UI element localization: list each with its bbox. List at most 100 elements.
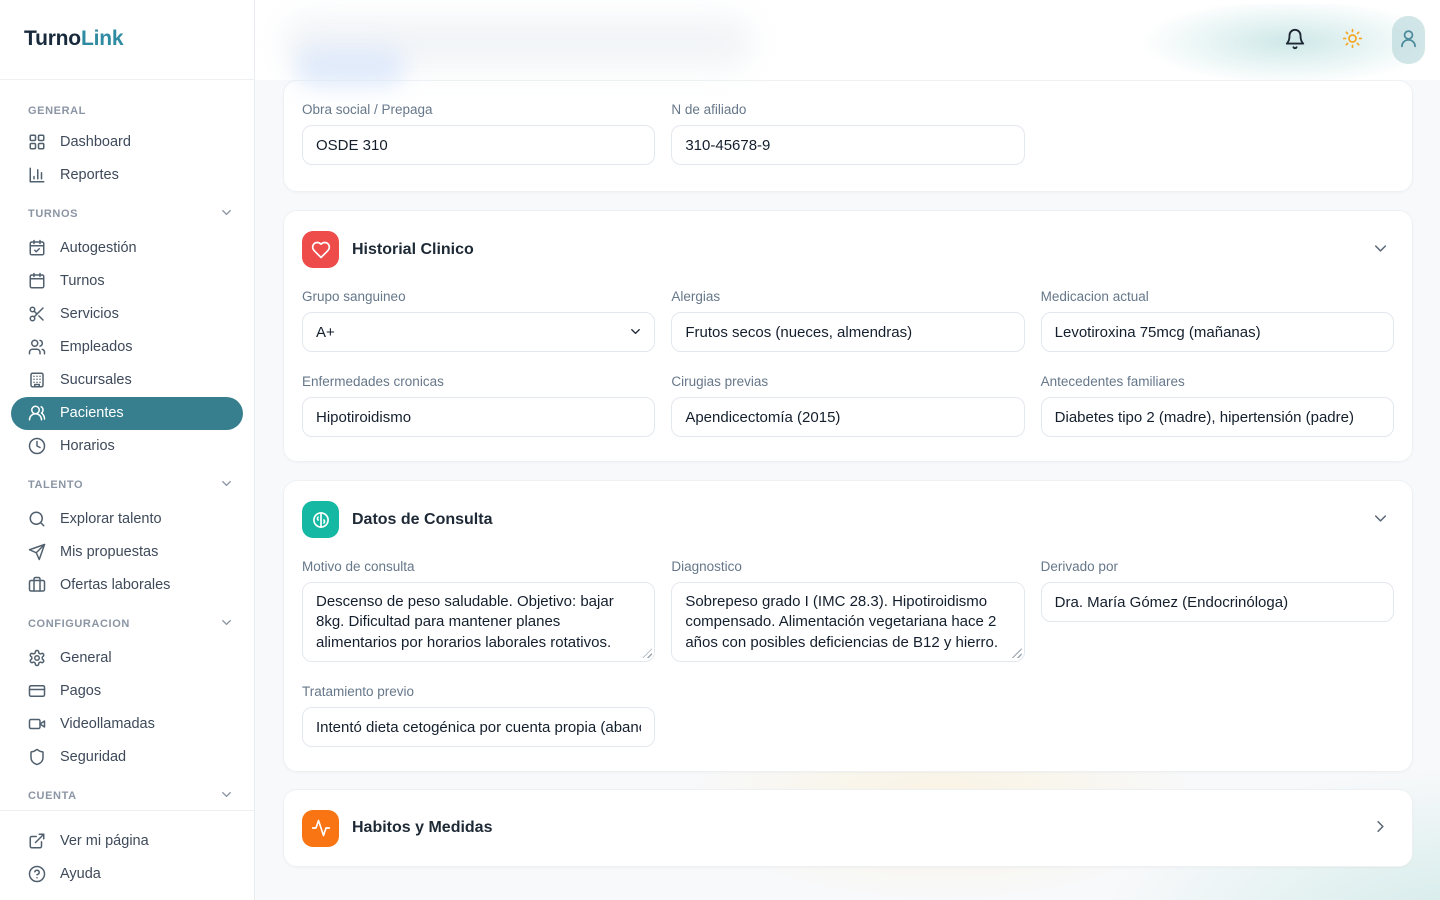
sidebar-item-sucursales[interactable]: Sucursales [11, 364, 243, 397]
building-icon [28, 371, 46, 389]
gear-icon [28, 649, 46, 667]
sidebar-nav: GENERAL Dashboard Reportes TURNOS Autoge… [0, 80, 254, 810]
chevron-down-icon [219, 205, 234, 223]
chevron-down-icon [1371, 239, 1390, 261]
chevron-right-icon [1371, 817, 1390, 839]
sidebar-item-videollamadas[interactable]: Videollamadas [11, 708, 243, 741]
chevron-down-icon [219, 787, 234, 805]
datos-consulta-card: Datos de Consulta Motivo de consulta Des… [283, 480, 1413, 772]
profile-button[interactable] [1392, 16, 1425, 64]
sidebar-item-autogestion[interactable]: Autogestión [11, 232, 243, 265]
main-area: Obra social / Prepaga N de afiliado Hist… [255, 0, 1440, 900]
section-title: Datos de Consulta [352, 510, 493, 528]
sidebar-item-explorar-talento[interactable]: Explorar talento [11, 503, 243, 536]
field-label: Obra social / Prepaga [302, 102, 433, 117]
section-title: Historial Clinico [352, 240, 474, 258]
field-grupo-sanguineo: Grupo sanguineo A+ [302, 289, 656, 352]
sidebar-item-empleados[interactable]: Empleados [11, 331, 243, 364]
sidebar-item-ofertas-laborales[interactable]: Ofertas laborales [11, 569, 243, 602]
notifications-button[interactable] [1278, 23, 1312, 57]
send-icon [28, 543, 46, 561]
clock-icon [28, 437, 46, 455]
sidebar-item-dashboard[interactable]: Dashboard [11, 126, 243, 159]
chevron-down-icon [219, 615, 234, 633]
sidebar-item-ayuda[interactable]: Ayuda [11, 857, 243, 890]
historial-clinico-card: Historial Clinico Grupo sanguineo A+ [283, 210, 1413, 462]
heart-icon [302, 231, 339, 268]
derivado-por-input[interactable] [1040, 582, 1394, 622]
shield-icon [28, 748, 46, 766]
field-obra-social: Obra social / Prepaga [302, 102, 656, 165]
field-label: N de afiliado [671, 102, 747, 117]
header-glow [1092, 4, 1422, 80]
nav-section-cuenta[interactable]: CUENTA [11, 774, 243, 810]
sidebar-item-ver-mi-pagina[interactable]: Ver mi página [11, 824, 243, 857]
nav-section-turnos[interactable]: TURNOS [11, 192, 243, 232]
bar-chart-icon [28, 166, 46, 184]
scissors-icon [28, 305, 46, 323]
diagnostico-textarea[interactable]: Sobrepeso grado I (IMC 28.3). Hipotiroid… [671, 582, 1025, 662]
afiliado-input[interactable] [671, 125, 1025, 165]
field-enfermedades-cronicas: Enfermedades cronicas [302, 374, 656, 437]
cirugias-previas-input[interactable] [671, 397, 1025, 437]
sidebar-item-reportes[interactable]: Reportes [11, 159, 243, 192]
field-antecedentes-familiares: Antecedentes familiares [1040, 374, 1394, 437]
nav-section-talento[interactable]: TALENTO [11, 463, 243, 503]
briefcase-icon [28, 576, 46, 594]
app-logo: Turno Link [0, 0, 254, 80]
bell-icon [1284, 28, 1306, 53]
patients-icon [28, 404, 46, 422]
search-icon [28, 510, 46, 528]
sidebar-footer: Ver mi página Ayuda [0, 810, 254, 900]
field-derivado-por: Derivado por [1040, 559, 1394, 662]
sidebar-item-pagos[interactable]: Pagos [11, 675, 243, 708]
field-tratamiento-previo: Tratamiento previo [302, 684, 656, 747]
collapse-section-button[interactable] [1367, 235, 1394, 265]
top-bar [255, 0, 1440, 86]
logo-text-accent: Link [80, 27, 124, 51]
medicacion-actual-input[interactable] [1040, 312, 1394, 352]
dashboard-icon [28, 133, 46, 151]
antecedentes-familiares-input[interactable] [1040, 397, 1394, 437]
blurred-accent-placeholder [295, 48, 405, 86]
grupo-sanguineo-select[interactable]: A+ [302, 312, 656, 352]
expand-section-button[interactable] [1367, 813, 1394, 843]
enfermedades-cronicas-input[interactable] [302, 397, 656, 437]
sidebar-item-servicios[interactable]: Servicios [11, 298, 243, 331]
chevron-down-icon [219, 476, 234, 494]
users-icon [28, 338, 46, 356]
sidebar-item-general[interactable]: General [11, 642, 243, 675]
credit-card-icon [28, 682, 46, 700]
help-circle-icon [28, 865, 46, 883]
chevron-down-icon [1371, 509, 1390, 531]
field-alergias: Alergias [671, 289, 1025, 352]
motivo-consulta-textarea[interactable]: Descenso de peso saludable. Objetivo: ba… [302, 582, 656, 662]
obra-social-input[interactable] [302, 125, 656, 165]
habitos-medidas-card: Habitos y Medidas [283, 789, 1413, 867]
field-diagnostico: Diagnostico Sobrepeso grado I (IMC 28.3)… [671, 559, 1025, 662]
sidebar-item-seguridad[interactable]: Seguridad [11, 741, 243, 774]
brain-icon [302, 501, 339, 538]
sidebar: Turno Link GENERAL Dashboard Reportes TUR… [0, 0, 255, 900]
calendar-check-icon [28, 239, 46, 257]
tratamiento-previo-input[interactable] [302, 707, 656, 747]
field-motivo-consulta: Motivo de consulta Descenso de peso salu… [302, 559, 656, 662]
theme-toggle-button[interactable] [1335, 23, 1369, 57]
section-title: Habitos y Medidas [352, 819, 493, 836]
video-icon [28, 715, 46, 733]
insurance-card: Obra social / Prepaga N de afiliado [283, 80, 1413, 192]
sidebar-item-mis-propuestas[interactable]: Mis propuestas [11, 536, 243, 569]
alergias-input[interactable] [671, 312, 1025, 352]
field-afiliado: N de afiliado [671, 102, 1025, 165]
sidebar-item-turnos[interactable]: Turnos [11, 265, 243, 298]
sun-icon [1342, 28, 1363, 52]
nav-section-general: GENERAL [28, 104, 86, 117]
sidebar-item-pacientes[interactable]: Pacientes [11, 396, 243, 430]
activity-icon [302, 809, 339, 847]
calendar-icon [28, 272, 46, 290]
sidebar-item-horarios[interactable]: Horarios [11, 430, 243, 463]
external-link-icon [28, 832, 46, 850]
collapse-section-button[interactable] [1367, 505, 1394, 535]
field-cirugias-previas: Cirugias previas [671, 374, 1025, 437]
nav-section-configuracion[interactable]: CONFIGURACION [11, 602, 243, 642]
